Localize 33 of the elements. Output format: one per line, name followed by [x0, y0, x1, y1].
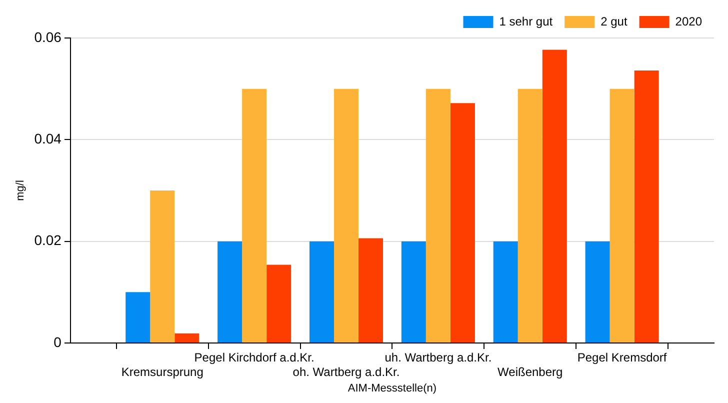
y-tick-label: 0.02	[34, 232, 62, 248]
x-tick-label: Weißenberg	[498, 364, 563, 379]
bar	[518, 88, 542, 342]
bar	[218, 241, 242, 342]
bar	[610, 88, 634, 342]
y-tick-label: 0.06	[34, 28, 62, 45]
legend-label: 1 sehr gut	[499, 14, 554, 28]
legend-label: 2020	[675, 14, 702, 28]
x-tick-label: Kremsursprung	[121, 364, 204, 379]
x-tick-label: oh. Wartberg a.d.Kr.	[292, 364, 400, 379]
bar	[266, 264, 292, 342]
y-tick-label: 0	[54, 334, 62, 350]
bar	[401, 241, 426, 342]
y-tick-label: 0.04	[34, 130, 62, 147]
bar	[585, 241, 610, 342]
legend-label: 2 gut	[600, 14, 628, 28]
x-tick-label: Pegel Kremsdorf	[577, 350, 668, 365]
bar	[542, 50, 567, 342]
bar	[634, 70, 659, 342]
x-tick-label: Pegel Kirchdorf a.d.Kr.	[194, 350, 314, 365]
bar	[309, 241, 334, 342]
bar	[426, 88, 450, 342]
bar	[450, 103, 475, 342]
bar	[126, 292, 150, 342]
y-axis-title: mg/l	[14, 180, 27, 201]
bar	[493, 241, 518, 342]
bar	[242, 88, 267, 342]
bar	[358, 238, 384, 342]
x-tick-label: uh. Wartberg a.d.Kr.	[384, 350, 492, 365]
bar	[150, 190, 175, 342]
bar	[334, 88, 359, 342]
x-axis-title: AIM-Messstelle(n)	[348, 382, 437, 394]
bar	[174, 333, 200, 342]
